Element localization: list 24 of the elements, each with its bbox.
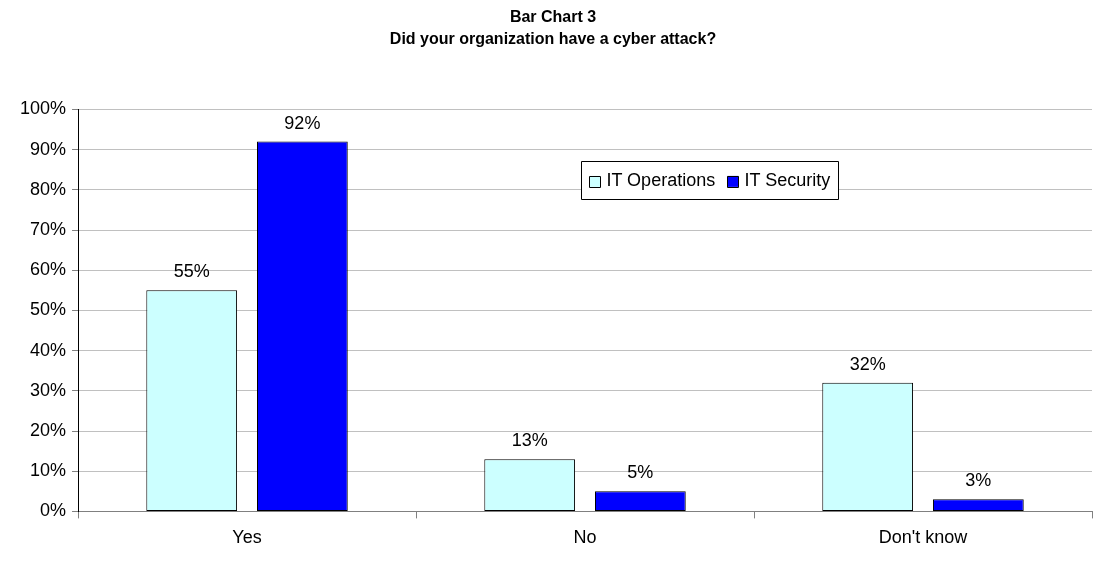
y-tick-label: 90% (30, 138, 67, 159)
legend-label: IT Security (744, 170, 831, 191)
y-tick-label: 100% (19, 98, 67, 119)
data-label: 92% (284, 112, 321, 133)
data-label: 5% (627, 462, 654, 483)
data-label: 3% (965, 470, 992, 491)
y-tick-label: 80% (30, 178, 67, 199)
y-tick-label: 40% (30, 339, 67, 360)
x-tick-label: No (573, 527, 597, 548)
data-label: 32% (849, 353, 886, 374)
y-tick-label: 70% (30, 218, 67, 239)
data-label: 55% (173, 261, 210, 282)
y-tick-label: 50% (30, 299, 67, 320)
chart-subtitle: Did your organization have a cyber attack? (389, 30, 717, 48)
y-tick-label: 30% (30, 379, 67, 400)
chart-title: Bar Chart 3 (509, 8, 597, 26)
y-tick-label: 20% (30, 419, 67, 440)
y-tick-label: 10% (30, 460, 67, 481)
x-tick-label: Don't know (878, 527, 969, 548)
x-tick-label: Yes (232, 527, 262, 548)
data-label: 13% (511, 430, 548, 451)
legend-label: IT Operations (606, 170, 716, 191)
y-tick-label: 0% (40, 500, 67, 521)
y-tick-label: 60% (30, 259, 67, 280)
